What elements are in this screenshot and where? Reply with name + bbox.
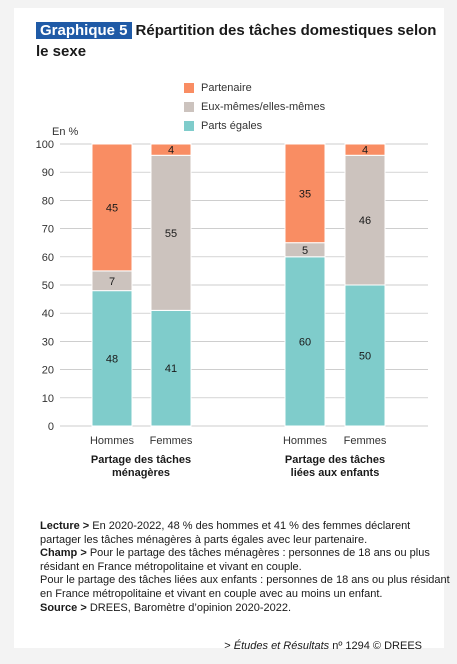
data-label: 5 (302, 245, 308, 257)
x-tick-label: Hommes (90, 435, 135, 447)
legend-swatch-parts-egales (184, 120, 194, 131)
bar-segment (91, 290, 133, 427)
bar-segment (344, 143, 386, 156)
y-tick-label: 40 (42, 308, 54, 320)
y-tick-label: 80 (42, 195, 54, 207)
y-tick-label: 60 (42, 252, 54, 264)
group-label: Partage des tâches liées aux enfants (285, 454, 385, 479)
legend-swatch-eux-memes (184, 101, 194, 112)
data-label: 45 (106, 202, 118, 214)
data-label: 60 (299, 336, 311, 348)
note-lecture: Lecture > En 2020-2022, 48 % des hommes … (40, 520, 411, 546)
y-tick-label: 0 (48, 421, 54, 433)
data-label: 41 (165, 363, 177, 375)
legend: Partenaire Eux-mêmes/elles-mêmes Parts é… (184, 78, 325, 135)
group-label: Partage des tâches ménagères (91, 454, 191, 479)
y-tick-label: 20 (42, 365, 54, 377)
legend-item-parts-egales: Parts égales (184, 116, 325, 135)
note-champ-2: Pour le partage des tâches liées aux enf… (40, 574, 450, 600)
legend-swatch-partenaire (184, 82, 194, 93)
stacked-bar-chart: En %010203040506070809010048745Hommes415… (36, 126, 428, 479)
figure-title-text: Répartition des tâches domestiques selon… (36, 22, 437, 60)
data-label: 7 (109, 276, 115, 288)
note-source: Source > DREES, Baromètre d’opinion 2020… (40, 601, 292, 614)
y-tick-label: 90 (42, 167, 54, 179)
bar-segment (150, 309, 192, 427)
credit-line: > Études et Résultats nº 1294 © DREES (224, 640, 422, 652)
legend-label-eux-memes: Eux-mêmes/elles-mêmes (201, 100, 326, 113)
bar-segment (91, 143, 133, 272)
y-tick-label: 50 (42, 280, 54, 292)
x-tick-label: Femmes (150, 435, 193, 447)
bar-segment (284, 256, 326, 427)
data-label: 35 (299, 188, 311, 200)
bar-segment (284, 143, 326, 244)
chart-notes: Lecture > En 2020-2022, 48 % des hommes … (40, 520, 450, 615)
bar-segment (150, 154, 192, 311)
data-label: 48 (106, 353, 118, 365)
y-tick-label: 100 (36, 139, 54, 151)
data-label: 55 (165, 228, 177, 240)
figure-badge: Graphique 5 (36, 22, 132, 39)
data-label: 46 (359, 215, 371, 227)
y-tick-label: 30 (42, 336, 54, 348)
bar-segment (344, 154, 386, 286)
data-label: 4 (362, 145, 368, 157)
data-label: 4 (168, 145, 174, 157)
chart-title: Graphique 5 Répartition des tâches domest… (36, 20, 446, 62)
x-tick-label: Femmes (344, 435, 387, 447)
bar-segment (150, 143, 192, 156)
legend-label-parts-egales: Parts égales (201, 119, 263, 132)
y-tick-label: 10 (42, 393, 54, 405)
legend-item-partenaire: Partenaire (184, 78, 325, 97)
note-champ: Champ > Pour le partage des tâches ménag… (40, 547, 430, 573)
legend-label-partenaire: Partenaire (201, 81, 252, 94)
y-axis-label: En % (52, 126, 79, 138)
y-tick-label: 70 (42, 224, 54, 236)
figure-card: Graphique 5 Répartition des tâches domest… (14, 8, 450, 652)
legend-item-eux-memes: Eux-mêmes/elles-mêmes (184, 97, 325, 116)
bar-segment (344, 284, 386, 427)
data-label: 50 (359, 351, 371, 363)
x-tick-label: Hommes (283, 435, 328, 447)
